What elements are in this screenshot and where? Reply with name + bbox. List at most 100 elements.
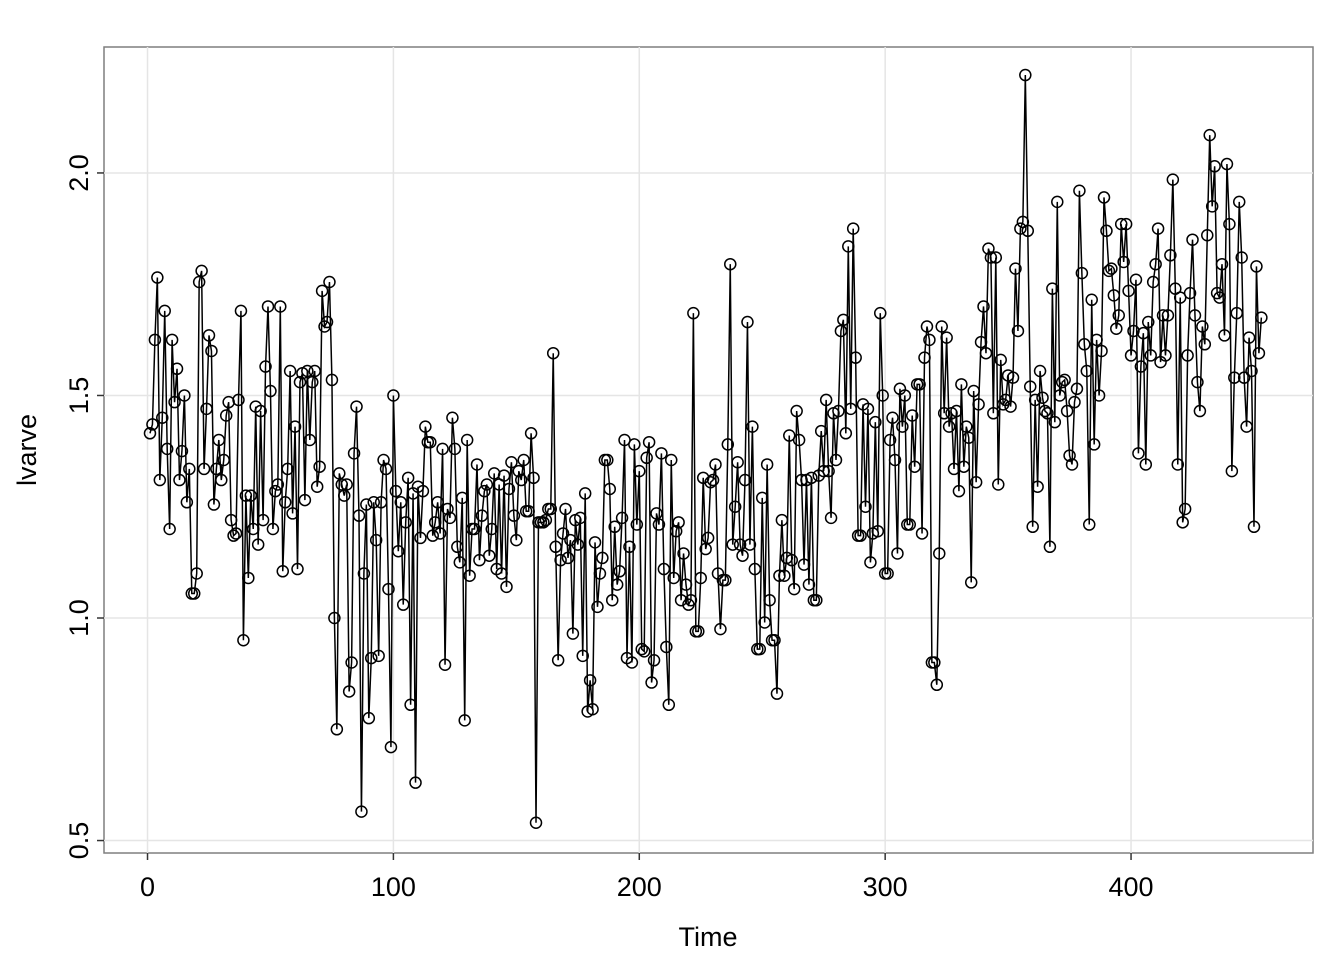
data-point bbox=[1090, 333, 1103, 347]
data-point bbox=[301, 364, 314, 378]
data-point bbox=[320, 315, 334, 329]
data-point bbox=[1026, 520, 1039, 534]
data-point bbox=[170, 362, 184, 376]
data-point bbox=[817, 464, 830, 478]
data-point bbox=[1087, 438, 1101, 451]
data-point bbox=[655, 447, 668, 460]
data-point bbox=[352, 509, 366, 522]
data-point bbox=[197, 462, 211, 476]
data-point bbox=[942, 420, 956, 433]
data-point bbox=[787, 582, 801, 596]
data-point bbox=[212, 433, 226, 447]
data-point bbox=[748, 562, 762, 576]
data-point bbox=[608, 520, 621, 534]
data-point bbox=[1144, 349, 1157, 362]
data-point bbox=[1129, 273, 1143, 287]
data-point bbox=[278, 496, 292, 509]
data-point bbox=[1203, 128, 1216, 142]
data-point bbox=[1122, 284, 1135, 298]
data-point bbox=[984, 251, 998, 264]
data-point bbox=[463, 569, 476, 582]
data-point bbox=[455, 491, 469, 505]
data-point bbox=[1159, 349, 1172, 362]
data-point bbox=[217, 453, 230, 467]
data-point bbox=[635, 642, 648, 656]
y-tick-label: 1.0 bbox=[64, 599, 94, 637]
data-point bbox=[153, 473, 167, 487]
data-point bbox=[1119, 217, 1133, 231]
data-point bbox=[583, 674, 597, 687]
data-point bbox=[1075, 266, 1089, 280]
data-point bbox=[719, 573, 732, 587]
series-line bbox=[149, 75, 1263, 823]
data-point bbox=[937, 407, 951, 420]
data-point bbox=[1011, 324, 1025, 338]
data-point bbox=[1156, 309, 1170, 322]
data-point bbox=[303, 433, 317, 447]
data-point bbox=[1237, 371, 1251, 384]
data-point bbox=[625, 656, 639, 669]
data-point bbox=[871, 524, 885, 538]
data-point bbox=[876, 389, 889, 402]
data-point bbox=[1048, 415, 1062, 429]
x-tick-label: 200 bbox=[617, 872, 662, 902]
data-point bbox=[207, 498, 221, 511]
data-point bbox=[274, 300, 287, 313]
data-point bbox=[842, 240, 855, 253]
data-point bbox=[251, 538, 265, 551]
data-point bbox=[1114, 217, 1128, 231]
data-point bbox=[1082, 518, 1096, 531]
data-point bbox=[229, 527, 243, 540]
data-point bbox=[770, 687, 784, 700]
data-point bbox=[829, 453, 843, 467]
data-point bbox=[483, 549, 496, 562]
data-point bbox=[989, 251, 1003, 264]
data-point bbox=[637, 645, 651, 658]
data-point bbox=[323, 275, 336, 289]
data-point bbox=[160, 442, 174, 456]
data-point bbox=[883, 433, 897, 447]
data-point bbox=[640, 451, 653, 465]
data-point bbox=[409, 776, 422, 789]
data-point bbox=[869, 415, 882, 429]
data-point bbox=[183, 462, 196, 476]
data-point bbox=[778, 569, 791, 582]
data-point bbox=[448, 442, 462, 456]
data-point bbox=[497, 469, 511, 482]
data-point bbox=[1201, 229, 1214, 242]
data-point bbox=[687, 306, 700, 320]
data-point bbox=[205, 344, 218, 358]
data-point bbox=[1051, 195, 1064, 209]
data-point bbox=[1092, 389, 1106, 402]
data-point bbox=[1250, 260, 1263, 273]
data-point bbox=[1100, 224, 1113, 238]
data-point bbox=[173, 473, 186, 487]
data-point bbox=[709, 458, 722, 471]
data-point bbox=[630, 518, 644, 531]
data-point bbox=[426, 529, 439, 542]
data-point bbox=[1033, 364, 1047, 378]
data-point bbox=[704, 476, 717, 489]
data-point bbox=[1176, 516, 1189, 529]
data-point bbox=[441, 502, 454, 516]
data-point bbox=[881, 567, 894, 580]
data-point bbox=[210, 462, 223, 476]
data-point bbox=[593, 567, 607, 580]
data-point bbox=[515, 473, 528, 487]
data-point bbox=[178, 389, 191, 402]
data-point bbox=[957, 460, 971, 473]
data-point bbox=[237, 634, 250, 647]
data-point bbox=[908, 460, 921, 473]
data-point bbox=[987, 407, 1000, 420]
data-point bbox=[1063, 449, 1076, 462]
data-point bbox=[1068, 395, 1081, 409]
data-point bbox=[596, 551, 609, 565]
data-point bbox=[1191, 375, 1204, 389]
data-point bbox=[424, 435, 437, 449]
data-point bbox=[261, 300, 275, 313]
data-point bbox=[470, 458, 484, 471]
data-point bbox=[837, 313, 850, 327]
data-point bbox=[1242, 331, 1256, 344]
data-point bbox=[605, 593, 619, 607]
